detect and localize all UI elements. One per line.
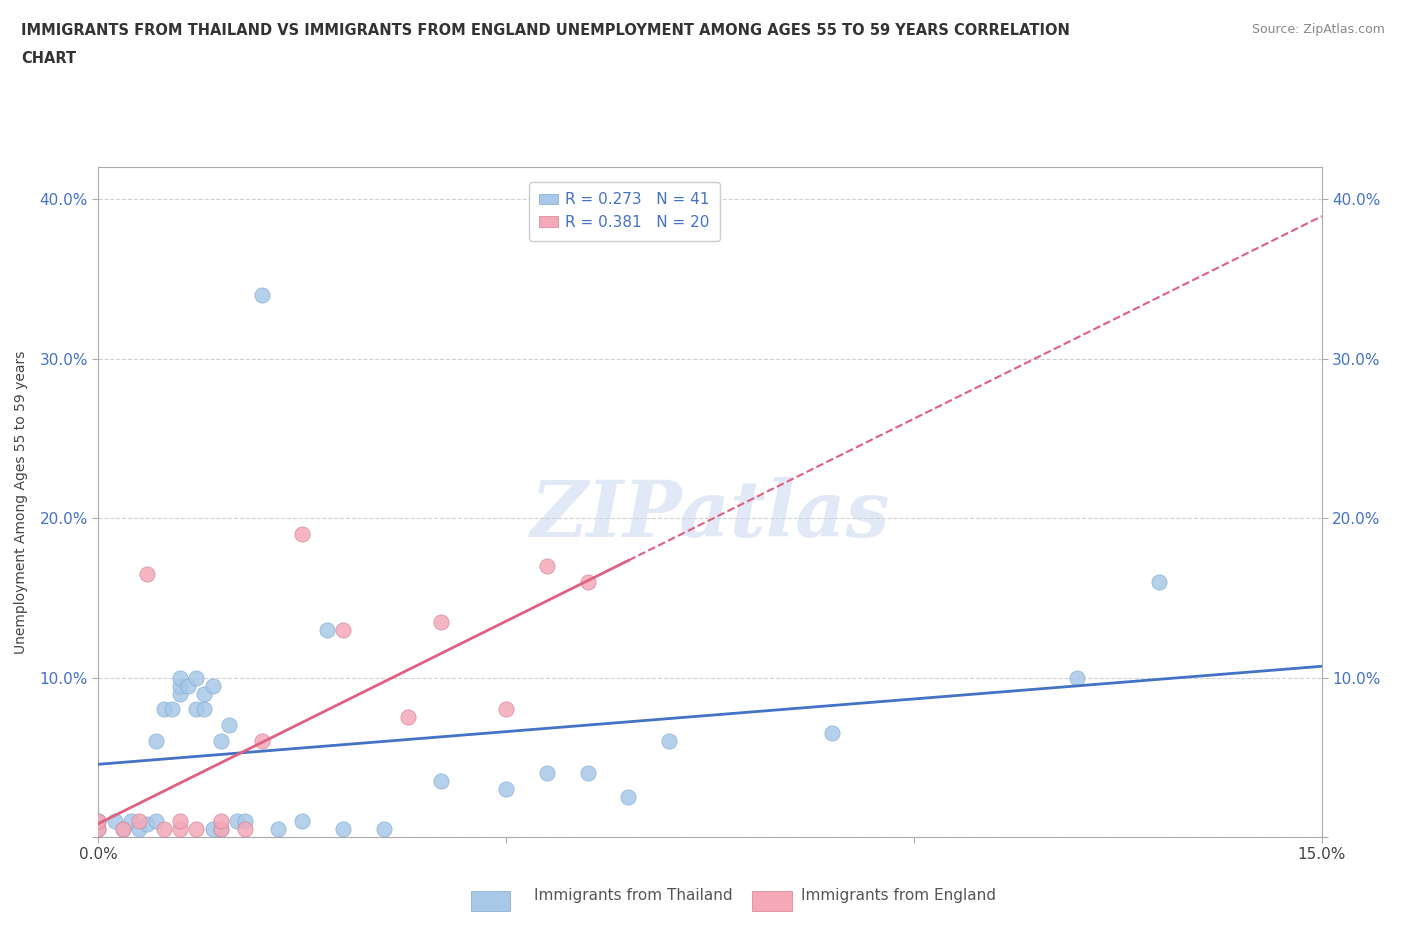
Point — [186, 821, 208, 836]
Point — [193, 686, 215, 701]
Point — [169, 686, 191, 701]
Point — [186, 702, 208, 717]
Point — [1066, 671, 1088, 685]
Point — [160, 702, 183, 717]
Point — [152, 821, 174, 836]
Point — [495, 702, 517, 717]
Point — [145, 734, 167, 749]
Point — [209, 821, 232, 836]
Point — [267, 821, 290, 836]
Point — [152, 702, 174, 717]
Point — [186, 671, 208, 685]
Point — [430, 774, 453, 789]
Point — [250, 287, 273, 302]
Point — [396, 710, 419, 724]
Point — [87, 814, 110, 829]
Text: ZIPatlas: ZIPatlas — [530, 477, 890, 554]
Point — [111, 821, 134, 836]
Point — [169, 671, 191, 685]
Point — [373, 821, 395, 836]
Point — [177, 678, 200, 693]
Text: IMMIGRANTS FROM THAILAND VS IMMIGRANTS FROM ENGLAND UNEMPLOYMENT AMONG AGES 55 T: IMMIGRANTS FROM THAILAND VS IMMIGRANTS F… — [21, 23, 1070, 38]
Legend: R = 0.273   N = 41, R = 0.381   N = 20: R = 0.273 N = 41, R = 0.381 N = 20 — [529, 181, 720, 241]
Point — [1147, 575, 1170, 590]
Point — [136, 566, 159, 581]
Point — [576, 765, 599, 780]
Point — [233, 821, 256, 836]
Point — [576, 575, 599, 590]
Point — [201, 821, 224, 836]
Point — [120, 814, 142, 829]
Point — [201, 678, 224, 693]
Point — [104, 814, 127, 829]
Point — [430, 615, 453, 630]
Point — [128, 814, 150, 829]
Point — [226, 814, 249, 829]
Point — [536, 765, 558, 780]
Text: Immigrants from England: Immigrants from England — [801, 888, 997, 903]
Point — [291, 526, 314, 541]
Point — [111, 821, 134, 836]
Point — [87, 821, 110, 836]
Point — [250, 734, 273, 749]
Point — [332, 821, 354, 836]
Point — [658, 734, 681, 749]
Point — [193, 702, 215, 717]
Text: Immigrants from Thailand: Immigrants from Thailand — [534, 888, 733, 903]
Point — [169, 821, 191, 836]
Point — [233, 814, 256, 829]
Point — [315, 622, 337, 637]
Text: CHART: CHART — [21, 51, 76, 66]
Point — [209, 814, 232, 829]
Point — [87, 814, 110, 829]
Point — [291, 814, 314, 829]
Point — [87, 821, 110, 836]
Point — [617, 790, 640, 804]
Point — [495, 782, 517, 797]
Point — [145, 814, 167, 829]
Point — [209, 821, 232, 836]
Point — [169, 814, 191, 829]
Point — [209, 734, 232, 749]
Point — [128, 821, 150, 836]
Point — [536, 559, 558, 574]
Point — [136, 817, 159, 831]
Y-axis label: Unemployment Among Ages 55 to 59 years: Unemployment Among Ages 55 to 59 years — [14, 351, 28, 654]
Point — [332, 622, 354, 637]
Text: Source: ZipAtlas.com: Source: ZipAtlas.com — [1251, 23, 1385, 36]
Point — [821, 726, 844, 741]
Point — [169, 678, 191, 693]
Point — [218, 718, 240, 733]
